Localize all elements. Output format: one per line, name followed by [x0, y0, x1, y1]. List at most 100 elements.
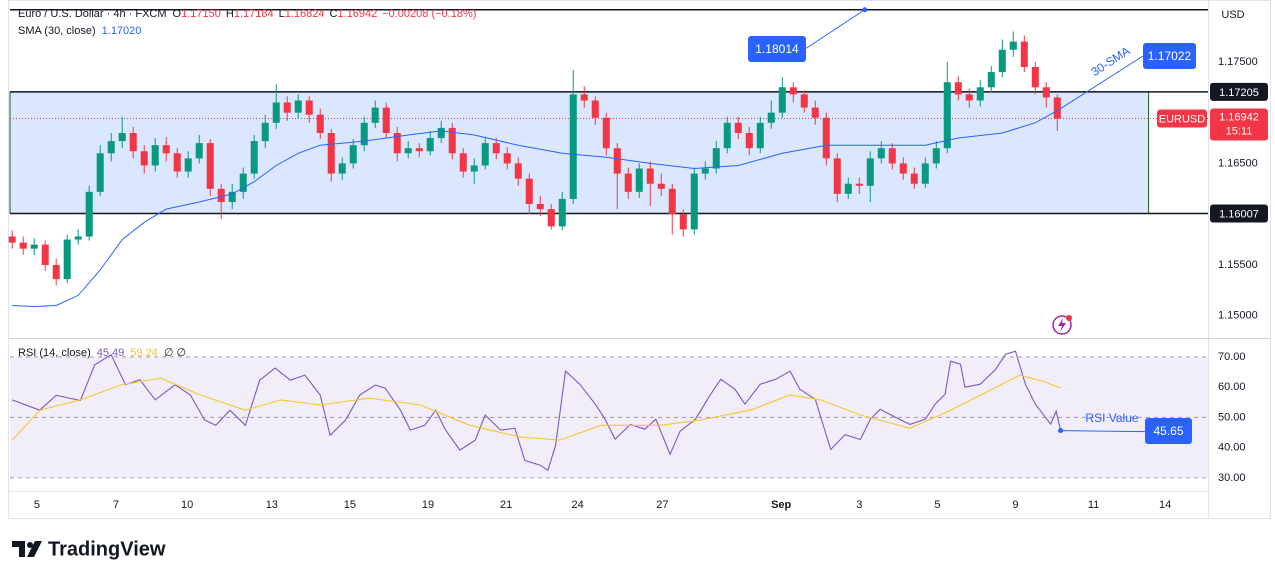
range-top-tag: 1.17205 — [1219, 87, 1259, 99]
y-tick-label: 70.00 — [1218, 351, 1246, 363]
x-tick-label: 14 — [1159, 499, 1171, 511]
x-tick-label: 27 — [656, 499, 668, 511]
rsi-header-extra: ∅ ∅ — [164, 347, 186, 359]
x-tick-label: 13 — [266, 499, 278, 511]
candle-body — [987, 72, 995, 88]
candle-body — [701, 168, 709, 174]
candle-body — [965, 94, 973, 101]
candle-body — [30, 244, 38, 249]
line-series — [12, 110, 1058, 308]
candle-body — [536, 204, 544, 210]
candle-body — [855, 183, 863, 186]
candle-body — [305, 100, 313, 115]
last-price-tag-bg — [1210, 108, 1268, 141]
candle-body — [272, 102, 280, 123]
x-tick-label: 7 — [113, 499, 119, 511]
candle-body — [437, 127, 445, 139]
candle-body — [206, 143, 214, 189]
candle-body — [547, 209, 555, 227]
sma-callout-line — [1057, 55, 1144, 112]
overlay-value: 1.17020 — [102, 25, 142, 37]
candle-body — [745, 132, 753, 149]
x-tick-label: 21 — [500, 499, 512, 511]
candle-body — [921, 163, 929, 184]
candle-body — [558, 198, 566, 227]
candle-body — [690, 173, 698, 230]
last-price-tag: 1.16942 — [1219, 111, 1259, 123]
candle-body — [668, 188, 676, 215]
candle-body — [415, 148, 423, 152]
x-tick-label: 24 — [572, 499, 584, 511]
rsi-band — [10, 356, 1208, 478]
ohlc-value: 1.16824 — [285, 8, 325, 20]
rsi-title: RSI (14, close) — [18, 347, 91, 359]
candle-body — [118, 132, 126, 142]
candle-body — [811, 107, 819, 118]
ohlc-value: 1.17184 — [234, 8, 274, 20]
candle-body — [723, 122, 731, 149]
candle-body — [1009, 41, 1017, 50]
candle-body — [1053, 97, 1061, 119]
candle-body — [393, 132, 401, 154]
candle-body — [261, 122, 269, 142]
candle-body — [866, 158, 874, 186]
y-tick-label: 1.15500 — [1218, 259, 1258, 271]
candle-body — [767, 112, 775, 123]
countdown: 15:11 — [1226, 125, 1253, 137]
overlay-header: SMA (30, close) 1.17020 — [18, 25, 141, 37]
candle-body — [580, 94, 588, 101]
candle-body — [481, 143, 489, 166]
rsi-header: RSI (14, close) 45.49 59.24 ∅ ∅ — [18, 347, 186, 359]
ohlc-letter: L — [279, 8, 285, 20]
chart-title: Euro / U.S. Dollar · 4h · FXCM — [18, 8, 167, 20]
line-series — [12, 350, 1062, 472]
range-top-tag-bg — [1210, 82, 1268, 101]
candle-body — [173, 153, 181, 172]
candle-body — [327, 132, 335, 174]
candle-body — [822, 117, 830, 159]
candle-body — [844, 183, 852, 194]
alert-icon — [1052, 315, 1072, 335]
candle-body — [217, 188, 225, 202]
callout-line — [804, 9, 866, 50]
candle-body — [624, 173, 632, 192]
candle-body — [591, 100, 599, 118]
symbol-tag-bg — [1157, 109, 1207, 128]
candle-body — [382, 107, 390, 133]
logo: TradingView — [12, 538, 166, 560]
currency-label: USD — [1221, 9, 1244, 21]
candle-body — [371, 107, 379, 123]
candle-body — [316, 114, 324, 133]
candle-body — [1031, 66, 1039, 88]
candle-body — [239, 173, 247, 192]
candle-body — [52, 264, 60, 280]
candle-body — [657, 183, 665, 189]
candle-body — [514, 163, 522, 179]
candle-body — [360, 122, 368, 146]
candle-body — [151, 145, 159, 166]
candle-body — [756, 122, 764, 149]
ohlc-value: 1.17150 — [181, 8, 221, 20]
y-tick-label: 1.15000 — [1218, 310, 1258, 322]
x-tick-label: 5 — [34, 499, 40, 511]
candle-body — [789, 87, 797, 95]
candle-body — [932, 148, 940, 164]
candle-body — [250, 141, 258, 174]
candle-body — [19, 242, 27, 249]
x-tick-label: 5 — [934, 499, 940, 511]
rsi-callout-label-bg — [1145, 418, 1192, 444]
y-tick-label: 1.17500 — [1218, 56, 1258, 68]
candle-body — [602, 117, 610, 149]
y-tick-label: 30.00 — [1218, 472, 1246, 484]
candle-body — [96, 153, 104, 192]
candle-body — [63, 239, 71, 280]
candle-body — [448, 127, 456, 154]
candle-body — [899, 163, 907, 174]
candle-body — [294, 100, 302, 113]
chart-header: Euro / U.S. Dollar · 4h · FXCM O1.17150 H1… — [18, 8, 476, 20]
callout-line — [1060, 430, 1146, 433]
candle-body — [85, 191, 93, 237]
candle-body — [404, 148, 412, 154]
overlay-title: SMA (30, close) — [18, 25, 96, 37]
x-tick-label: Sep — [771, 499, 791, 511]
